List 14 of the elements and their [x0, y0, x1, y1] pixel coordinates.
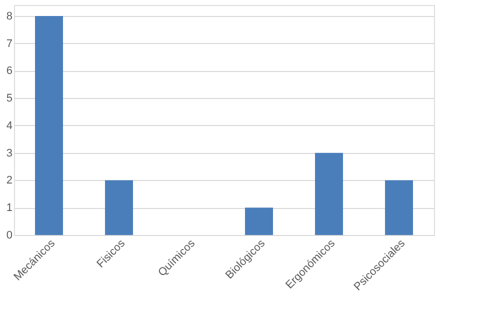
bar	[385, 180, 413, 235]
bar	[315, 152, 343, 235]
y-tick-label: 1	[6, 202, 12, 214]
y-tick-label: 5	[6, 92, 12, 105]
bar	[35, 16, 63, 235]
y-tick-label: 0	[6, 230, 12, 242]
y-tick-label: 4	[6, 120, 12, 132]
bar	[245, 208, 273, 235]
bar	[105, 180, 133, 235]
y-tick-label: 7	[6, 38, 12, 50]
y-tick-label: 6	[6, 65, 12, 78]
y-tick-label: 8	[6, 10, 12, 22]
y-tick-label: 2	[6, 174, 12, 187]
y-tick-label: 3	[6, 147, 12, 160]
